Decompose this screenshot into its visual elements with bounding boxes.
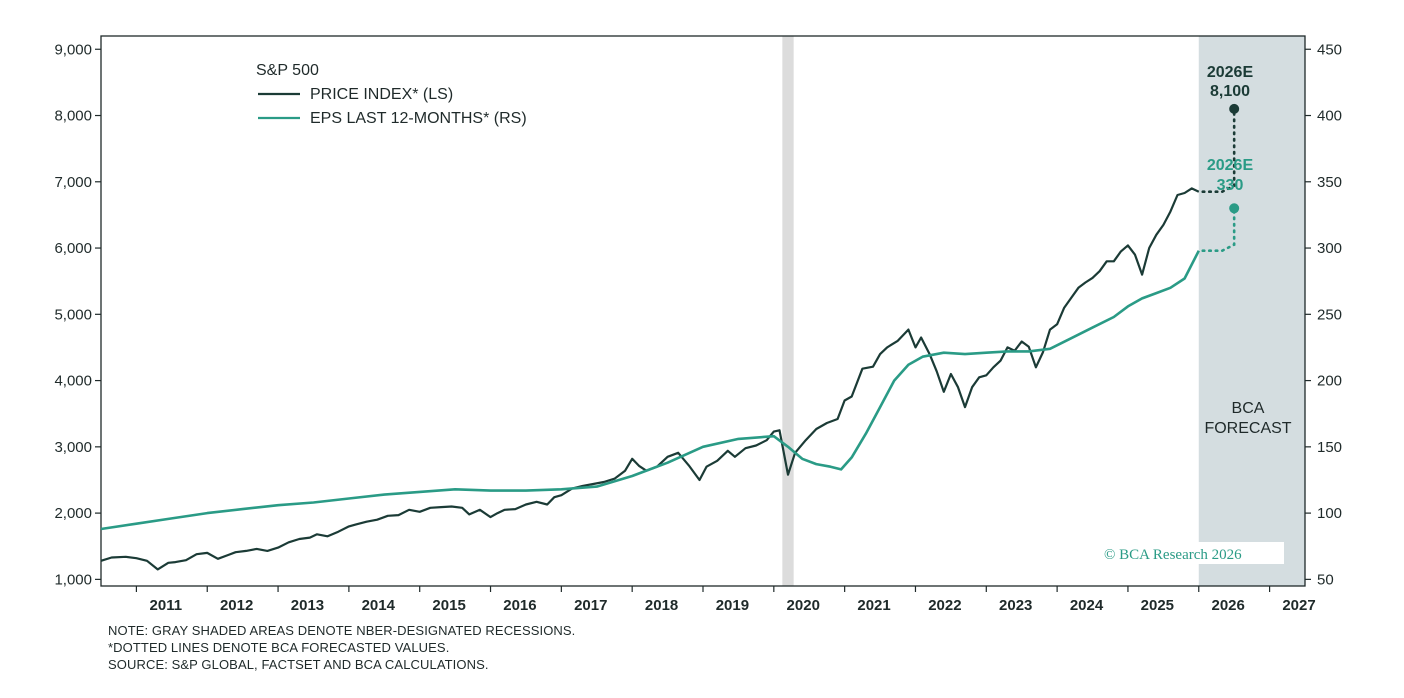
left-tick-label: 4,000 (54, 373, 92, 390)
eps-forecast-year: 2026E (1207, 157, 1254, 174)
right-tick-label: 450 (1317, 41, 1342, 58)
eps-forecast-value: 330 (1217, 177, 1244, 194)
left-tick-label: 8,000 (54, 108, 92, 125)
series-layer (100, 187, 1200, 571)
x-tick-label: 2014 (362, 597, 396, 614)
right-tick-label: 100 (1317, 505, 1342, 522)
left-tick-label: 1,000 (54, 571, 92, 588)
x-tick-label: 2025 (1141, 597, 1174, 614)
left-tick-label: 2,000 (54, 505, 92, 522)
right-axis-ticks: 50 100 150 200 250 300 350 400 450 (1305, 41, 1342, 588)
x-tick-label: 2018 (645, 597, 678, 614)
x-tick-label: 2012 (220, 597, 253, 614)
right-tick-label: 200 (1317, 373, 1342, 390)
x-tick-label: 2020 (787, 597, 820, 614)
left-axis-ticks: 1,000 2,000 3,000 4,000 5,000 6,000 7,000 8,000… (54, 41, 101, 588)
left-tick-label: 3,000 (54, 439, 92, 456)
price-forecast-value: 8,100 (1210, 83, 1250, 100)
x-tick-label: 2023 (999, 597, 1032, 614)
x-tick-label: 2022 (928, 597, 961, 614)
right-tick-label: 50 (1317, 571, 1334, 588)
x-tick-label: 2013 (291, 597, 324, 614)
x-tick-label: 2021 (857, 597, 890, 614)
price-index-line (100, 187, 1200, 571)
right-tick-label: 150 (1317, 439, 1342, 456)
forecast-label-line2: FORECAST (1204, 420, 1291, 437)
right-tick-label: 250 (1317, 306, 1342, 323)
x-tick-label: 2019 (716, 597, 749, 614)
x-tick-label: 2016 (503, 597, 536, 614)
price-forecast-year: 2026E (1207, 64, 1254, 81)
note-source: SOURCE: S&P GLOBAL, FACTSET AND BCA CALC… (108, 657, 489, 672)
x-tick-label: 2017 (574, 597, 607, 614)
right-tick-label: 400 (1317, 108, 1342, 125)
x-tick-label: 2027 (1282, 597, 1315, 614)
legend-label-eps: EPS LAST 12-MONTHS* (RS) (310, 110, 527, 127)
legend-heading: S&P 500 (256, 62, 319, 79)
forecast-label-line1: BCA (1232, 400, 1265, 417)
price-forecast-dotted-line (1201, 107, 1236, 194)
forecast-shaded-region (1198, 36, 1305, 586)
forecast-layer (1201, 103, 1240, 252)
price-forecast-dot (1229, 103, 1240, 114)
eps-forecast-dot (1229, 203, 1240, 214)
x-tick-label: 2026 (1211, 597, 1244, 614)
left-tick-label: 9,000 (54, 41, 92, 58)
x-tick-label: 2011 (150, 597, 183, 614)
right-tick-label: 350 (1317, 174, 1342, 191)
chart-notes: NOTE: GRAY SHADED AREAS DENOTE NBER-DESI… (108, 622, 575, 673)
copyright-text: © BCA Research 2026 (1104, 547, 1242, 563)
x-tick-label: 2015 (432, 597, 465, 614)
left-tick-label: 7,000 (54, 174, 92, 191)
left-tick-label: 5,000 (54, 306, 92, 323)
left-tick-label: 6,000 (54, 240, 92, 257)
recession-shaded-region (782, 36, 794, 586)
right-tick-label: 300 (1317, 240, 1342, 257)
x-tick-label: 2024 (1070, 597, 1104, 614)
copyright-background (1098, 542, 1284, 564)
note-recessions: NOTE: GRAY SHADED AREAS DENOTE NBER-DESI… (108, 623, 576, 638)
x-axis-ticks: 2011 2012 2013 2014 2015 2016 2017 2018 2019 2020… (135, 586, 1316, 614)
eps-line (100, 250, 1200, 531)
legend-label-price: PRICE INDEX* (LS) (310, 86, 453, 103)
note-dotted-lines: *DOTTED LINES DENOTE BCA FORECASTED VALU… (108, 640, 450, 655)
eps-forecast-dotted-line (1201, 206, 1236, 252)
